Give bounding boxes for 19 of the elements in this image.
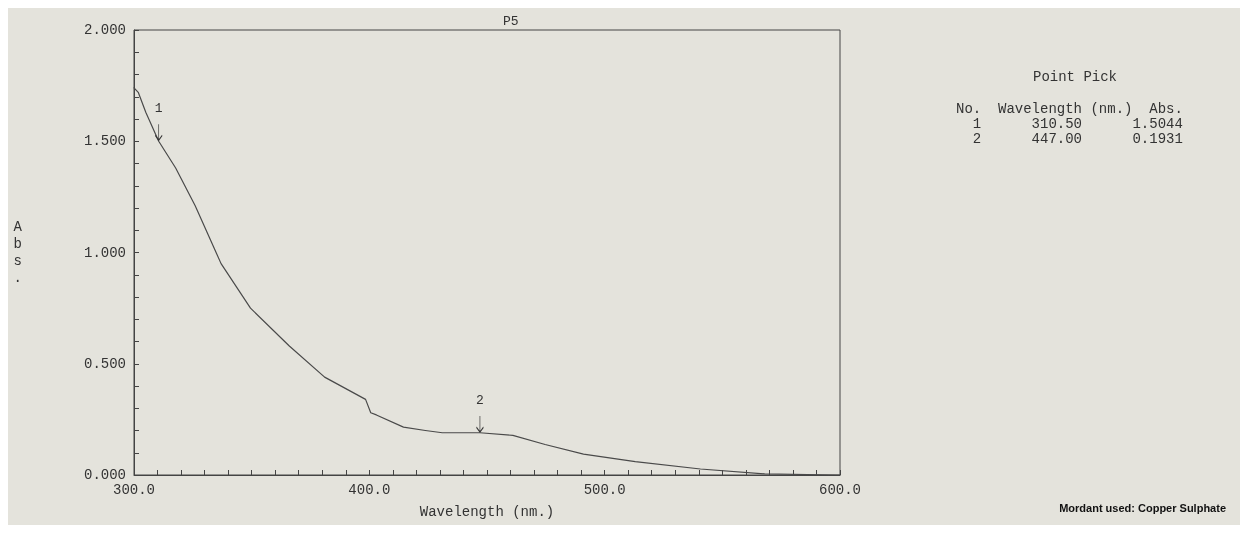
annotation: 2 <box>476 393 484 409</box>
y-tick-label: 2.000 <box>83 22 126 38</box>
y-tick-label: 0.500 <box>83 355 126 372</box>
y-tick-label: 1.000 <box>83 244 126 261</box>
text: Point Pick <box>1033 69 1118 85</box>
text: 2 447.00 0.1931 <box>956 131 1183 147</box>
y-axis-title: Abs. <box>13 219 23 286</box>
text: 1 310.50 1.5044 <box>956 116 1183 132</box>
y-tick-label: 1.500 <box>83 133 126 150</box>
x-tick-label: 500.0 <box>583 482 626 498</box>
text: No. Wavelength (nm.) Abs. <box>956 101 1183 117</box>
x-axis-title: Wavelength (nm.) <box>419 504 555 520</box>
annotation: 1 <box>154 101 163 117</box>
y-tick-label: 0.000 <box>83 467 126 483</box>
x-tick-label: 400.0 <box>348 482 391 498</box>
text: Mordant used: Copper Sulphate <box>1059 501 1227 514</box>
x-tick-label: 300.0 <box>112 482 156 498</box>
chart-title: P5 <box>503 14 519 29</box>
x-tick-label: 600.0 <box>818 482 862 498</box>
